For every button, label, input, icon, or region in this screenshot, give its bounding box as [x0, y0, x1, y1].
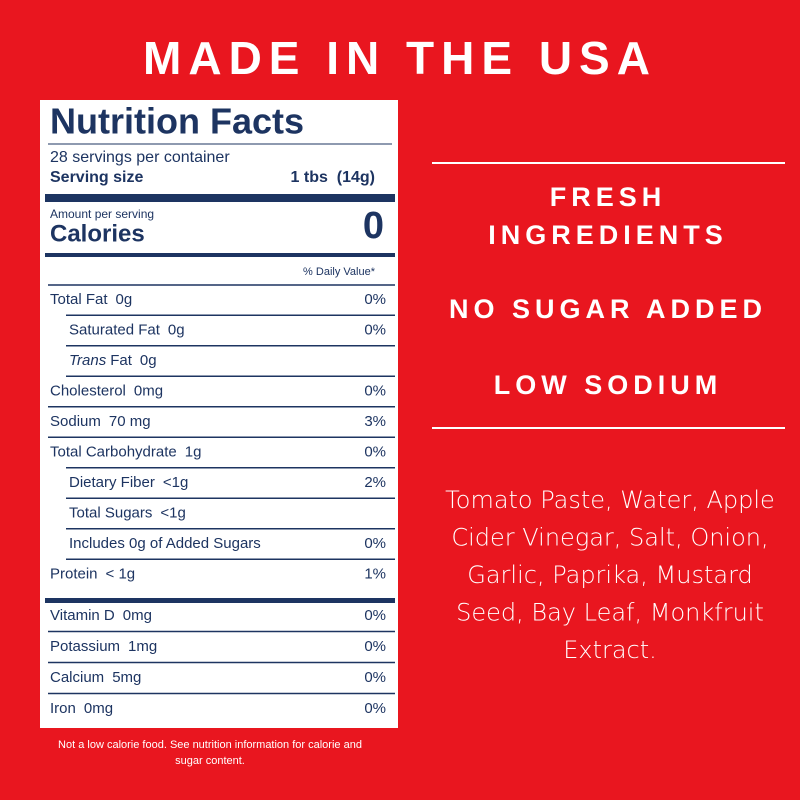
- nutrient-label: Trans: [69, 352, 107, 369]
- serving-size-label: Serving size: [50, 169, 143, 186]
- medium-rule: [45, 253, 395, 257]
- nutrient-label: Includes 0g of Added Sugars: [69, 535, 261, 552]
- daily-value: 0%: [364, 700, 386, 717]
- footnote-line: sugar content.: [175, 755, 245, 767]
- ingredient-line: Seed, Bay Leaf, Monkfruit: [456, 599, 764, 627]
- daily-value: 0%: [364, 535, 386, 552]
- nutrient-amount: 1mg: [128, 638, 157, 655]
- ingredient-line: Cider Vinegar, Salt, Onion,: [451, 524, 768, 552]
- daily-value: 0%: [364, 669, 386, 686]
- nutrition-title: Nutrition Facts: [50, 101, 304, 142]
- nutrient-label: Total Carbohydrate: [50, 443, 177, 460]
- nutrient-label: Saturated Fat: [69, 321, 161, 338]
- nutrient-amount: 0g: [168, 321, 185, 338]
- footnote-line: Not a low calorie food. See nutrition in…: [58, 739, 362, 751]
- ingredient-line: Extract.: [563, 636, 657, 664]
- nutrient-label: Total Sugars: [69, 504, 152, 521]
- nutrient-label: Protein: [50, 565, 98, 582]
- nutrient-label: Fat: [110, 352, 133, 369]
- calories-value: 0: [363, 205, 384, 247]
- nutrition-panel: [40, 100, 398, 728]
- nutrient-amount: 0mg: [84, 700, 113, 717]
- nutrient-rows: Total Fat 0g 0% Saturated Fat 0g 0% Trans Fat 0g…: [48, 291, 395, 717]
- nutrient-amount: <1g: [160, 504, 185, 521]
- nutrient-amount: <1g: [163, 474, 188, 491]
- claim: LOW SODIUM: [494, 370, 722, 400]
- nutrient-label: Calcium: [50, 669, 104, 686]
- daily-value: 3%: [364, 413, 386, 430]
- claim: FRESH: [550, 182, 667, 212]
- ingredient-line: Garlic, Paprika, Mustard: [467, 561, 753, 589]
- daily-value: 0%: [364, 638, 386, 655]
- daily-value: 2%: [364, 474, 386, 491]
- nutrient-amount: 0mg: [134, 382, 163, 399]
- nutrient-label: Vitamin D: [50, 607, 115, 624]
- daily-value: 0%: [364, 382, 386, 399]
- nutrient-label: Total Fat: [50, 291, 108, 308]
- daily-value-header: % Daily Value*: [303, 266, 376, 278]
- heading: MADE IN THE USA: [143, 32, 657, 84]
- nutrient-label: Potassium: [50, 638, 120, 655]
- nutrient-label: Dietary Fiber: [69, 474, 155, 491]
- ingredient-line: Tomato Paste, Water, Apple: [445, 486, 775, 514]
- nutrient-amount: 0mg: [123, 607, 152, 624]
- daily-value: 0%: [364, 443, 386, 460]
- daily-value: 0%: [364, 321, 386, 338]
- nutrient-amount: < 1g: [106, 565, 136, 582]
- servings: 28 servings per container: [50, 149, 230, 166]
- claim: NO SUGAR ADDED: [449, 294, 767, 324]
- nutrient-amount: 0g: [140, 352, 157, 369]
- serving-size: 1 tbs (14g): [291, 169, 375, 186]
- daily-value: 0%: [364, 291, 386, 308]
- nutrient-label: Iron: [50, 700, 76, 717]
- nutrient-amount: 5mg: [112, 669, 141, 686]
- footnote: Not a low calorie food. See nutrition in…: [58, 739, 362, 767]
- daily-value: 1%: [364, 565, 386, 582]
- nutrient-amount: 0g: [116, 291, 133, 308]
- nutrient-amount: 70 mg: [109, 413, 151, 430]
- ingredients: Tomato Paste, Water, Apple Cider Vinegar,…: [445, 486, 775, 664]
- thick-rule: [45, 598, 395, 603]
- nutrient-label: Sodium: [50, 413, 101, 430]
- calories-label: Calories: [50, 220, 145, 247]
- daily-value: 0%: [364, 607, 386, 624]
- nutrient-amount: 1g: [185, 443, 202, 460]
- amount-per-serving: Amount per serving: [50, 207, 154, 221]
- claim: INGREDIENTS: [488, 220, 728, 250]
- thick-rule: [45, 194, 395, 202]
- nutrient-label: Cholesterol: [50, 382, 126, 399]
